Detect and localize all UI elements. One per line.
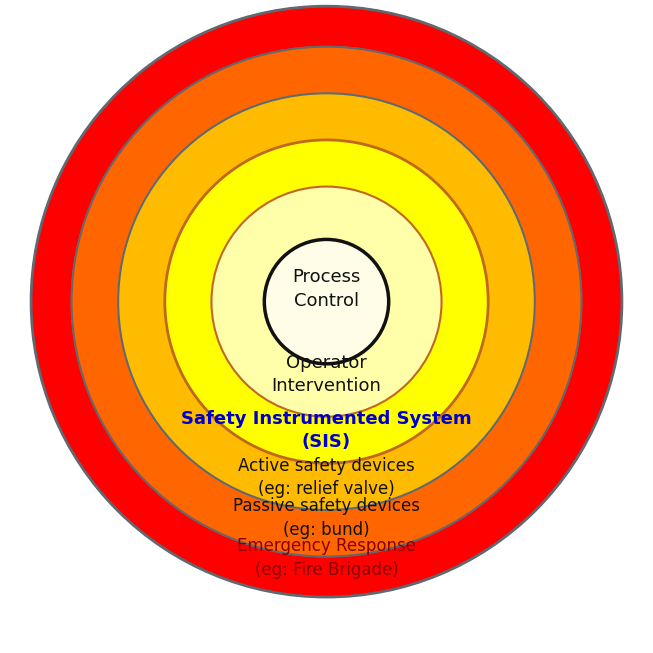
- Text: Process
Control: Process Control: [293, 268, 360, 310]
- Text: Emergency Response
(eg: Fire Brigade): Emergency Response (eg: Fire Brigade): [237, 537, 416, 579]
- Text: Operator
Intervention: Operator Intervention: [272, 354, 381, 396]
- Text: Passive safety devices
(eg: bund): Passive safety devices (eg: bund): [233, 497, 420, 539]
- Circle shape: [31, 7, 622, 597]
- Circle shape: [72, 46, 581, 556]
- Circle shape: [118, 93, 535, 510]
- Text: Active safety devices
(eg: relief valve): Active safety devices (eg: relief valve): [238, 456, 415, 498]
- Circle shape: [264, 240, 389, 364]
- Circle shape: [212, 187, 441, 417]
- Text: Safety Instrumented System
(SIS): Safety Instrumented System (SIS): [181, 410, 472, 451]
- Circle shape: [165, 140, 488, 464]
